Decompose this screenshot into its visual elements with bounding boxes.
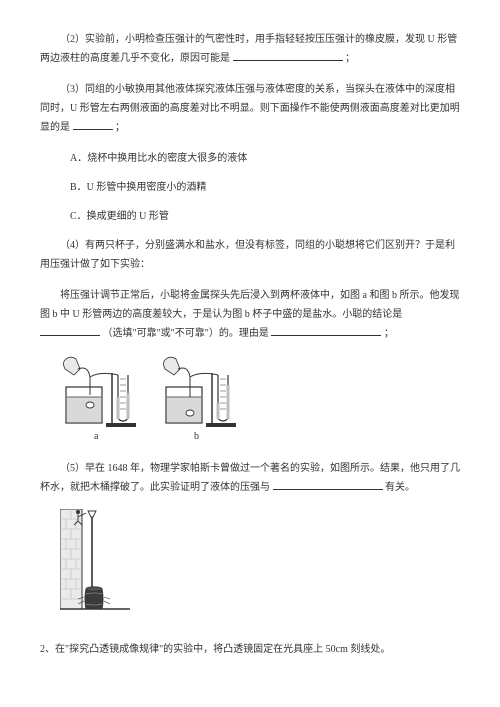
label-a: a: [94, 431, 99, 442]
q2-blank[interactable]: [233, 50, 343, 61]
label-b: b: [194, 431, 199, 442]
q4-text-b: （选填"可靠"或"不可靠"）的。理由是: [103, 328, 269, 339]
q4-blank-1[interactable]: [40, 325, 100, 336]
question-3: （3）同组的小敏换用其他液体探究液体压强与液体密度的关系，当探头在液体中的深度相…: [40, 80, 460, 137]
question-4-body: 将压强计调节正常后，小聪将金属探头先后浸入到两杯液体中，如图 a 和图 b 所示…: [40, 286, 460, 343]
q3-suffix: ；: [115, 122, 125, 133]
option-a: A．烧杯中换用比水的密度大很多的液体: [70, 149, 460, 168]
q4-text-a: 将压强计调节正常后，小聪将金属探头先后浸入到两杯液体中，如图 a 和图 b 所示…: [40, 290, 459, 320]
q4-suffix: ；: [384, 328, 394, 339]
figure-pascal: [60, 509, 460, 626]
question-2: （2）实验前，小明检查压强计的气密性时，用手指轻轻按压压强计的橡皮膜，发现 U …: [40, 30, 460, 68]
q3-blank[interactable]: [73, 119, 113, 130]
q5-suffix: 有关。: [385, 482, 415, 493]
q4-blank-2[interactable]: [271, 325, 381, 336]
option-c: C．换成更细的 U 形管: [70, 207, 460, 226]
figure-ab: a b: [60, 355, 460, 445]
question-next: 2、在"探究凸透镜成像规律"的实验中，将凸透镜固定在光具座上 50cm 刻线处。: [40, 640, 460, 659]
option-b: B．U 形管中换用密度小的酒精: [70, 178, 460, 197]
q2-suffix: ；: [345, 53, 355, 64]
question-5: （5）早在 1648 年，物理学家帕斯卡曾做过一个著名的实验，如图所示。结果，他…: [40, 459, 460, 497]
q5-blank[interactable]: [273, 479, 383, 490]
question-4-intro: （4）有两只杯子，分别盛满水和盐水，但没有标签，同组的小聪想将它们区别开？于是利…: [40, 236, 460, 274]
